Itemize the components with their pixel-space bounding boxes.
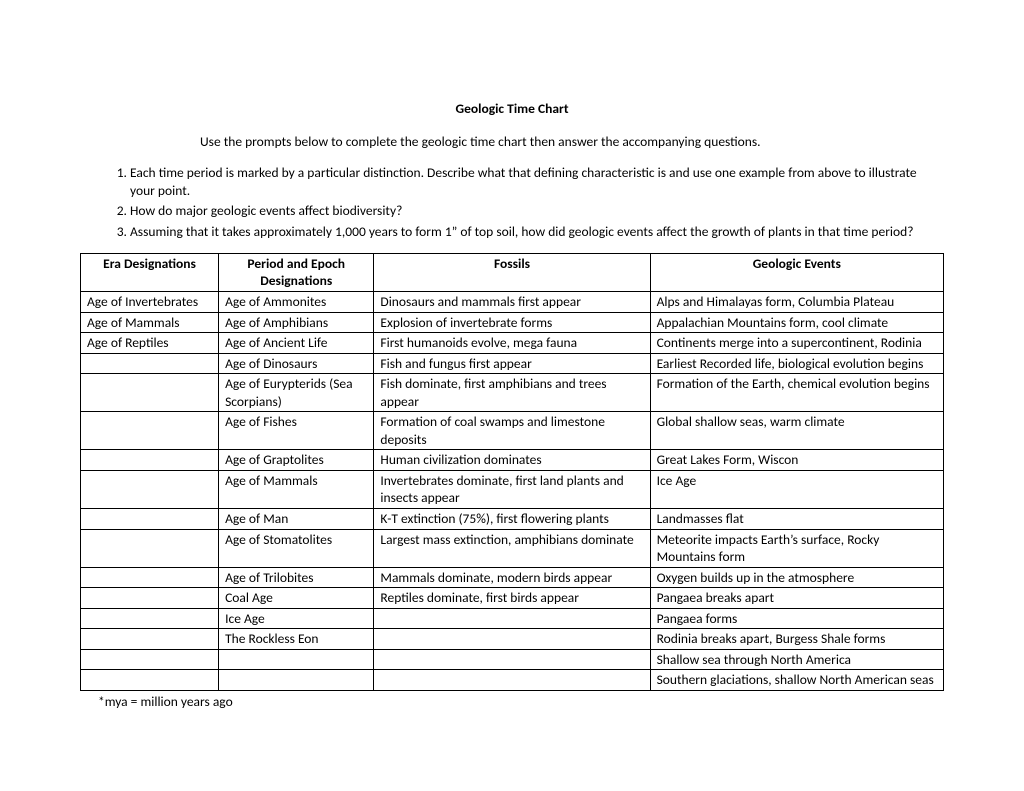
col-header-era: Era Designations <box>81 253 219 291</box>
table-cell: Age of Eurypterids (Sea Scorpians) <box>219 374 374 412</box>
table-cell: Age of Mammals <box>219 470 374 508</box>
table-cell: Age of Stomatolites <box>219 529 374 567</box>
table-row: Shallow sea through North America <box>81 649 944 670</box>
table-row: Age of InvertebratesAge of AmmonitesDino… <box>81 291 944 312</box>
col-header-events: Geologic Events <box>650 253 943 291</box>
table-cell <box>81 670 219 691</box>
table-cell: Dinosaurs and mammals first appear <box>374 291 650 312</box>
table-cell: Age of Mammals <box>81 312 219 333</box>
table-header-row: Era Designations Period and Epoch Design… <box>81 253 944 291</box>
table-cell <box>219 649 374 670</box>
table-cell <box>374 629 650 650</box>
table-row: Coal AgeReptiles dominate, first birds a… <box>81 588 944 609</box>
table-cell: Global shallow seas, warm climate <box>650 412 943 450</box>
table-cell: Mammals dominate, modern birds appear <box>374 567 650 588</box>
table-cell: Human civilization dominates <box>374 450 650 471</box>
table-cell: Age of Man <box>219 508 374 529</box>
question-item: Each time period is marked by a particul… <box>130 164 944 200</box>
table-cell: Meteorite impacts Earth’s surface, Rocky… <box>650 529 943 567</box>
table-cell: Age of Ammonites <box>219 291 374 312</box>
table-cell: Pangaea breaks apart <box>650 588 943 609</box>
table-cell: Oxygen builds up in the atmosphere <box>650 567 943 588</box>
table-cell: Earliest Recorded life, biological evolu… <box>650 353 943 374</box>
question-item: Assuming that it takes approximately 1,0… <box>130 223 944 241</box>
table-cell: Southern glaciations, shallow North Amer… <box>650 670 943 691</box>
table-cell: K-T extinction (75%), first flowering pl… <box>374 508 650 529</box>
table-cell <box>81 412 219 450</box>
table-cell <box>81 629 219 650</box>
table-cell <box>81 353 219 374</box>
table-row: Ice Age Pangaea forms <box>81 608 944 629</box>
table-cell <box>374 608 650 629</box>
table-row: Age of Eurypterids (Sea Scorpians)Fish d… <box>81 374 944 412</box>
table-cell: Landmasses flat <box>650 508 943 529</box>
col-header-fossils: Fossils <box>374 253 650 291</box>
table-cell: Continents merge into a supercontinent, … <box>650 333 943 354</box>
table-cell <box>81 649 219 670</box>
table-cell: Explosion of invertebrate forms <box>374 312 650 333</box>
table-cell <box>219 670 374 691</box>
table-row: Age of ManK-T extinction (75%), first fl… <box>81 508 944 529</box>
table-cell: Formation of the Earth, chemical evoluti… <box>650 374 943 412</box>
question-item: How do major geologic events affect biod… <box>130 202 944 220</box>
geologic-time-table: Era Designations Period and Epoch Design… <box>80 253 944 691</box>
table-row: Age of MammalsInvertebrates dominate, fi… <box>81 470 944 508</box>
table-cell <box>81 588 219 609</box>
table-cell: Appalachian Mountains form, cool climate <box>650 312 943 333</box>
footnote-text: *mya = million years ago <box>98 693 944 710</box>
table-cell <box>374 649 650 670</box>
table-cell: Age of Amphibians <box>219 312 374 333</box>
table-cell: Formation of coal swamps and limestone d… <box>374 412 650 450</box>
table-row: Southern glaciations, shallow North Amer… <box>81 670 944 691</box>
table-cell: Age of Fishes <box>219 412 374 450</box>
table-row: Age of ReptilesAge of Ancient LifeFirst … <box>81 333 944 354</box>
table-row: Age of TrilobitesMammals dominate, moder… <box>81 567 944 588</box>
table-cell: Largest mass extinction, amphibians domi… <box>374 529 650 567</box>
table-cell: First humanoids evolve, mega fauna <box>374 333 650 354</box>
table-cell: Shallow sea through North America <box>650 649 943 670</box>
table-cell <box>81 529 219 567</box>
table-body: Age of InvertebratesAge of AmmonitesDino… <box>81 291 944 690</box>
col-header-period: Period and Epoch Designations <box>219 253 374 291</box>
table-cell: Age of Invertebrates <box>81 291 219 312</box>
table-cell: Pangaea forms <box>650 608 943 629</box>
table-cell: Fish dominate, first amphibians and tree… <box>374 374 650 412</box>
instructions-text: Use the prompts below to complete the ge… <box>200 133 944 150</box>
table-cell: Coal Age <box>219 588 374 609</box>
table-cell: Reptiles dominate, first birds appear <box>374 588 650 609</box>
table-cell: Age of Dinosaurs <box>219 353 374 374</box>
table-cell <box>81 508 219 529</box>
table-row: The Rockless Eon Rodinia breaks apart, Bu… <box>81 629 944 650</box>
table-cell: Alps and Himalayas form, Columbia Platea… <box>650 291 943 312</box>
table-cell <box>374 670 650 691</box>
table-row: Age of MammalsAge of AmphibiansExplosion… <box>81 312 944 333</box>
table-cell <box>81 374 219 412</box>
table-cell: Age of Graptolites <box>219 450 374 471</box>
page-container: Geologic Time Chart Use the prompts belo… <box>0 0 1024 791</box>
table-row: Age of StomatolitesLargest mass extincti… <box>81 529 944 567</box>
questions-list: Each time period is marked by a particul… <box>80 164 944 241</box>
table-cell <box>81 608 219 629</box>
page-title: Geologic Time Chart <box>80 100 944 117</box>
table-cell: Invertebrates dominate, first land plant… <box>374 470 650 508</box>
table-cell <box>81 450 219 471</box>
table-cell: Fish and fungus first appear <box>374 353 650 374</box>
table-cell: Ice Age <box>219 608 374 629</box>
table-cell: Great Lakes Form, Wiscon <box>650 450 943 471</box>
table-row: Age of FishesFormation of coal swamps an… <box>81 412 944 450</box>
table-cell: Age of Trilobites <box>219 567 374 588</box>
table-cell: Age of Reptiles <box>81 333 219 354</box>
table-cell <box>81 470 219 508</box>
table-cell: Rodinia breaks apart, Burgess Shale form… <box>650 629 943 650</box>
table-cell: Ice Age <box>650 470 943 508</box>
table-cell: The Rockless Eon <box>219 629 374 650</box>
table-cell <box>81 567 219 588</box>
table-row: Age of DinosaursFish and fungus first ap… <box>81 353 944 374</box>
table-row: Age of GraptolitesHuman civilization dom… <box>81 450 944 471</box>
table-cell: Age of Ancient Life <box>219 333 374 354</box>
